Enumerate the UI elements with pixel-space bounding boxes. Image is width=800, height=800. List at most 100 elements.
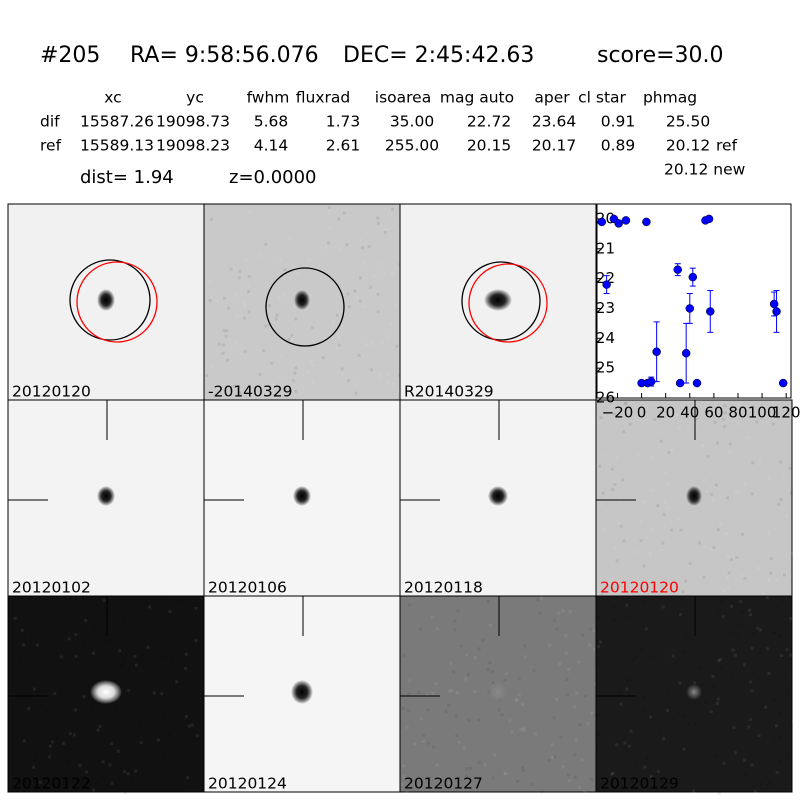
noise	[679, 613, 682, 616]
noise	[310, 360, 313, 363]
noise	[616, 559, 619, 562]
noise	[790, 491, 793, 494]
extra-mag: 20.12 new	[664, 161, 746, 179]
noise	[407, 709, 410, 712]
noise	[766, 647, 769, 650]
noise	[92, 789, 95, 792]
noise	[19, 658, 22, 661]
noise	[264, 243, 267, 246]
noise	[589, 628, 592, 631]
noise	[747, 725, 750, 728]
noise	[575, 692, 578, 695]
noise	[740, 625, 743, 628]
noise	[649, 552, 652, 555]
noise	[720, 667, 723, 670]
noise	[786, 648, 789, 651]
noise	[789, 692, 792, 695]
noise	[408, 603, 411, 606]
dist: dist= 1.94	[80, 167, 174, 188]
noise	[488, 661, 491, 664]
noise	[716, 702, 719, 705]
noise	[27, 707, 30, 710]
noise	[749, 680, 752, 683]
panel-label: 20120124	[208, 775, 287, 793]
noise	[191, 716, 194, 719]
noise	[154, 654, 157, 657]
noise	[32, 766, 35, 769]
noise	[413, 743, 416, 746]
source	[488, 486, 508, 506]
noise	[768, 780, 771, 783]
noise	[754, 790, 757, 793]
noise	[614, 483, 617, 486]
noise	[348, 305, 351, 308]
point	[674, 266, 682, 274]
noise	[402, 707, 405, 710]
noise	[67, 760, 70, 763]
noise	[481, 639, 484, 642]
noise	[664, 471, 667, 474]
x-tick-label: 20	[656, 404, 675, 422]
noise	[262, 349, 265, 352]
noise	[559, 736, 562, 739]
cell: 255.00	[385, 137, 439, 155]
noise	[707, 455, 710, 458]
noise	[386, 373, 389, 376]
cell: 20.17	[532, 137, 576, 155]
noise	[456, 691, 459, 694]
noise	[457, 609, 460, 612]
noise	[353, 290, 356, 293]
noise	[79, 764, 82, 767]
noise	[778, 760, 781, 763]
noise	[669, 520, 672, 523]
noise	[234, 342, 237, 345]
noise	[62, 742, 65, 745]
source	[90, 680, 122, 704]
panel-label: -20140329	[208, 383, 293, 401]
noise	[661, 542, 664, 545]
noise	[89, 698, 92, 701]
noise	[614, 546, 617, 549]
screen: #205 RA= 9:58:56.076 DEC= 2:45:42.63 sco…	[0, 0, 800, 800]
noise	[205, 374, 208, 377]
noise	[643, 500, 646, 503]
y-tick-label: 24	[596, 329, 615, 347]
noise	[716, 442, 719, 445]
noise	[720, 600, 723, 603]
noise	[38, 737, 41, 740]
noise	[444, 710, 447, 713]
noise	[181, 682, 184, 685]
noise	[281, 356, 284, 359]
noise	[127, 689, 130, 692]
noise	[289, 237, 292, 240]
y-tick-label: 25	[596, 359, 615, 377]
noise	[90, 704, 93, 707]
noise	[175, 680, 178, 683]
noise	[135, 664, 138, 667]
y-tick-label: 21	[596, 239, 615, 257]
noise	[650, 456, 653, 459]
noise	[683, 748, 686, 751]
noise	[727, 555, 730, 558]
noise	[97, 729, 100, 732]
row-label: dif	[40, 113, 60, 131]
noise	[588, 643, 591, 646]
cell: 1.73	[326, 113, 361, 131]
noise	[243, 302, 246, 305]
noise	[270, 362, 273, 365]
noise	[113, 619, 116, 622]
noise	[339, 247, 342, 250]
noise	[678, 426, 681, 429]
noise	[216, 299, 219, 302]
noise	[390, 323, 393, 326]
noise	[782, 473, 785, 476]
noise	[327, 241, 330, 244]
noise	[358, 354, 361, 357]
noise	[650, 528, 653, 531]
noise	[643, 565, 646, 568]
noise	[162, 712, 165, 715]
noise	[453, 629, 456, 632]
noise	[667, 689, 670, 692]
noise	[630, 730, 633, 733]
noise	[646, 536, 649, 539]
